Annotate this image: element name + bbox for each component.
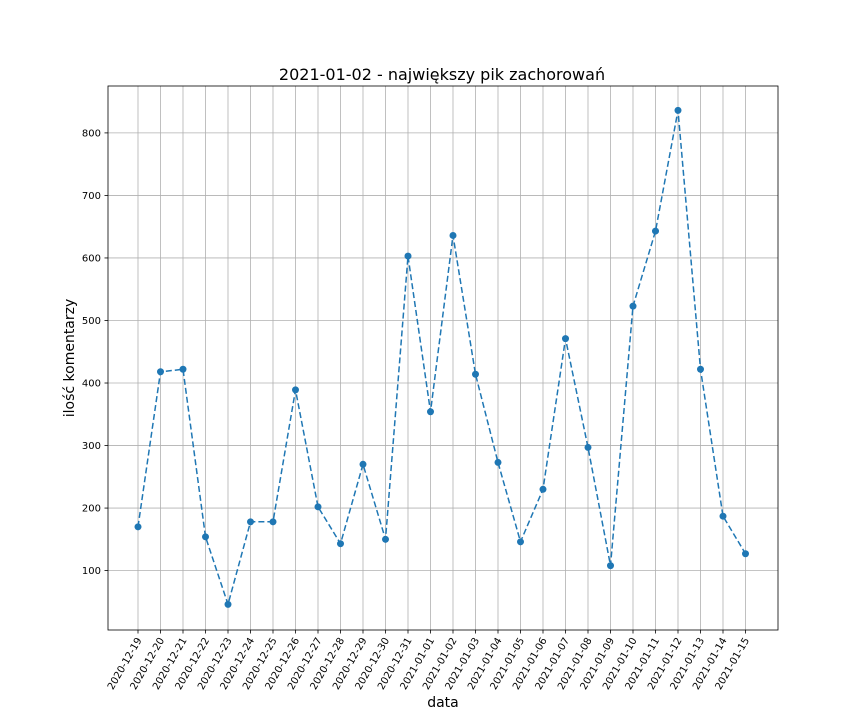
- y-tick-label: 500: [82, 316, 101, 327]
- y-axis-ticks: 100 200 300 400 500 600 700 800: [82, 128, 108, 577]
- data-point: [494, 458, 502, 466]
- data-point: [157, 368, 164, 376]
- data-point: [404, 252, 412, 260]
- data-point: [719, 512, 727, 520]
- data-point: [517, 538, 524, 546]
- data-point: [472, 370, 479, 378]
- data-point: [652, 227, 659, 235]
- data-point: [314, 503, 322, 511]
- data-point: [449, 231, 457, 239]
- data-point: [247, 518, 254, 526]
- data-point: [697, 365, 704, 373]
- data-point: [629, 302, 637, 310]
- y-tick-label: 800: [82, 128, 101, 139]
- data-point: [134, 523, 142, 531]
- data-point: [539, 485, 547, 493]
- y-tick-label: 200: [82, 504, 101, 515]
- y-tick-label: 400: [82, 379, 101, 390]
- data-point: [427, 408, 434, 416]
- y-tick-label: 600: [82, 253, 101, 264]
- data-point: [742, 550, 749, 558]
- grid-lines: [108, 86, 778, 630]
- data-point: [224, 600, 232, 608]
- x-axis-title: data: [427, 695, 459, 711]
- plot-frame: [107, 85, 779, 631]
- data-point: [337, 540, 344, 548]
- data-point: [359, 460, 367, 468]
- y-axis-title: ilość komentarzy: [62, 299, 78, 418]
- data-point: [179, 365, 187, 373]
- data-point: [269, 518, 277, 526]
- data-points: [134, 106, 749, 608]
- data-point: [674, 106, 682, 114]
- y-tick-label: 100: [82, 566, 101, 577]
- data-point: [292, 386, 299, 394]
- y-tick-label: 700: [82, 191, 101, 202]
- data-point: [584, 443, 592, 451]
- series-line: [137, 110, 747, 607]
- data-point: [382, 535, 389, 543]
- chart-title: 2021-01-02 - największy pik zachorowań: [279, 65, 605, 84]
- data-point: [562, 335, 569, 343]
- y-tick-label: 300: [82, 441, 101, 452]
- data-point: [202, 533, 209, 541]
- data-point: [607, 562, 614, 570]
